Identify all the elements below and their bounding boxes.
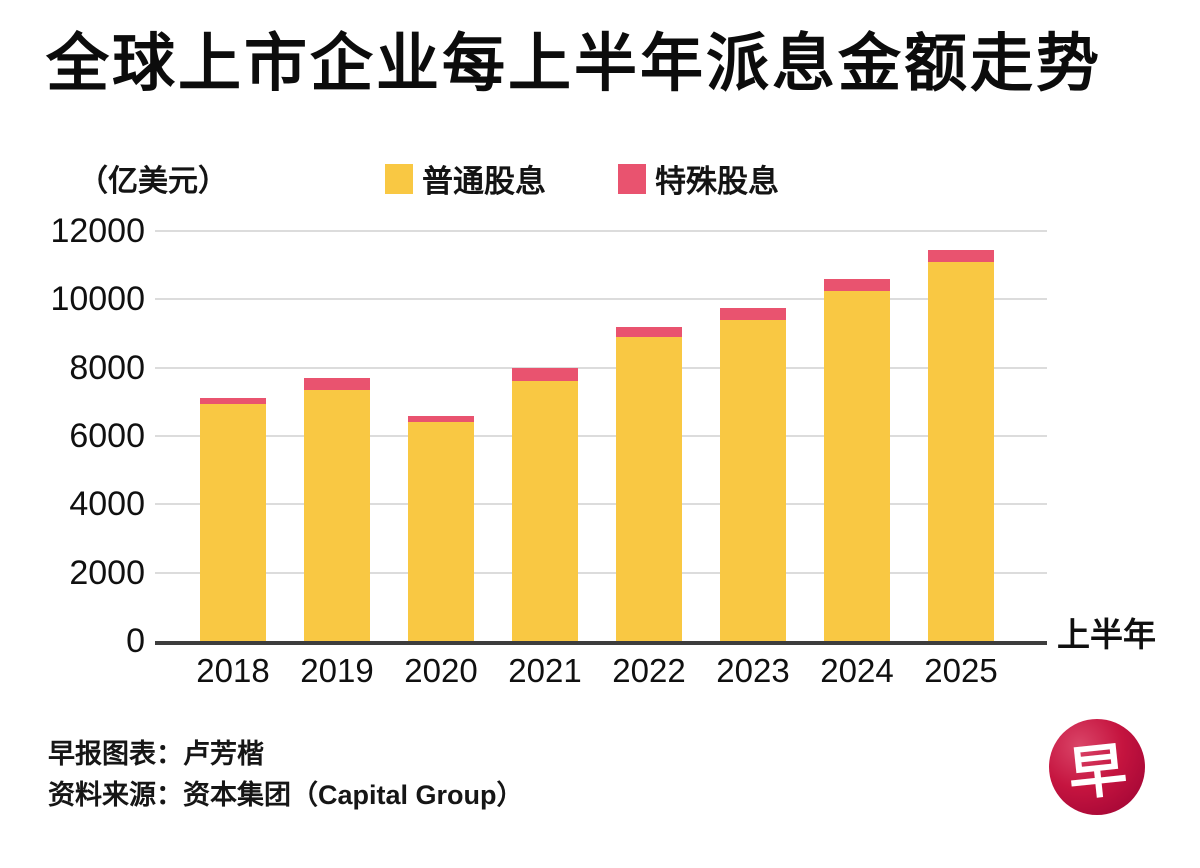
bar-ordinary-2020 bbox=[408, 422, 474, 641]
legend-item-ordinary: 普通股息 bbox=[385, 156, 546, 201]
gridline-8000 bbox=[155, 366, 1047, 369]
bar-special-2024 bbox=[824, 278, 890, 291]
x-tick-2025: 2025 bbox=[924, 652, 998, 689]
bar-2023 bbox=[720, 307, 786, 641]
x-tick-2022: 2022 bbox=[612, 652, 686, 689]
legend-item-special: 特殊股息 bbox=[618, 156, 779, 201]
footer: 早报图表：卢芳楷 资料来源：资本集团（Capital Group） bbox=[48, 734, 524, 816]
legend-label-ordinary: 普通股息 bbox=[422, 164, 546, 199]
y-tick-0: 0 bbox=[126, 622, 145, 660]
gridline-4000 bbox=[155, 503, 1047, 506]
y-axis-unit-label: （亿美元） bbox=[78, 165, 228, 198]
bar-2021 bbox=[512, 368, 578, 641]
y-tick-12000: 12000 bbox=[50, 212, 145, 250]
x-tick-2023: 2023 bbox=[716, 652, 790, 689]
bar-ordinary-2023 bbox=[720, 319, 786, 641]
bar-ordinary-2022 bbox=[616, 336, 682, 641]
bar-special-2021 bbox=[512, 368, 578, 382]
footer-credit: 早报图表：卢芳楷 bbox=[48, 739, 264, 769]
x-tick-2020: 2020 bbox=[404, 652, 478, 689]
legend-swatch-ordinary bbox=[385, 163, 413, 194]
y-tick-8000: 8000 bbox=[69, 348, 145, 387]
y-tick-4000: 4000 bbox=[69, 485, 145, 524]
bar-special-2023 bbox=[720, 307, 786, 320]
gridline-6000 bbox=[155, 435, 1047, 437]
x-axis-title: 上半年 bbox=[1057, 616, 1156, 653]
bar-ordinary-2019 bbox=[304, 389, 370, 641]
bar-2022 bbox=[616, 326, 682, 641]
x-tick-2021: 2021 bbox=[508, 652, 582, 689]
legend-swatch-special bbox=[618, 163, 646, 194]
bar-ordinary-2024 bbox=[824, 290, 890, 641]
bar-ordinary-2018 bbox=[200, 403, 266, 641]
bar-special-2019 bbox=[304, 377, 370, 390]
x-tick-2018: 2018 bbox=[196, 652, 270, 689]
chart-title: 全球上市企业每上半年派息金额走势 bbox=[46, 29, 1102, 99]
zaobao-logo: 早 bbox=[1049, 719, 1145, 815]
bar-ordinary-2021 bbox=[512, 381, 578, 641]
bar-2018 bbox=[200, 398, 266, 641]
gridline-2000 bbox=[155, 571, 1047, 574]
bar-special-2022 bbox=[616, 326, 682, 337]
bar-special-2025 bbox=[928, 249, 994, 262]
footer-source: 资料来源：资本集团（Capital Group） bbox=[48, 780, 524, 810]
y-axis-labels: 0 2000 4000 6000 8000 10000 12000 bbox=[0, 0, 145, 700]
bar-special-2018 bbox=[200, 398, 266, 404]
bar-2025 bbox=[928, 249, 994, 641]
bar-2020 bbox=[408, 415, 474, 641]
legend-label-special: 特殊股息 bbox=[655, 164, 779, 199]
y-tick-6000: 6000 bbox=[69, 417, 145, 455]
bar-2024 bbox=[824, 278, 890, 641]
x-tick-2019: 2019 bbox=[300, 652, 374, 689]
gridline-12000 bbox=[155, 230, 1047, 232]
x-axis-labels: 2018 2019 2020 2021 2022 2023 2024 2025 bbox=[0, 652, 1200, 696]
bar-special-2020 bbox=[408, 415, 474, 423]
x-tick-2024: 2024 bbox=[820, 652, 894, 689]
gridline-10000 bbox=[155, 298, 1047, 301]
bar-2019 bbox=[304, 377, 370, 641]
plot-area bbox=[155, 230, 1047, 645]
y-tick-2000: 2000 bbox=[69, 553, 145, 592]
zaobao-logo-glyph: 早 bbox=[1065, 737, 1130, 808]
bar-ordinary-2025 bbox=[928, 261, 994, 641]
y-tick-10000: 10000 bbox=[50, 280, 145, 319]
